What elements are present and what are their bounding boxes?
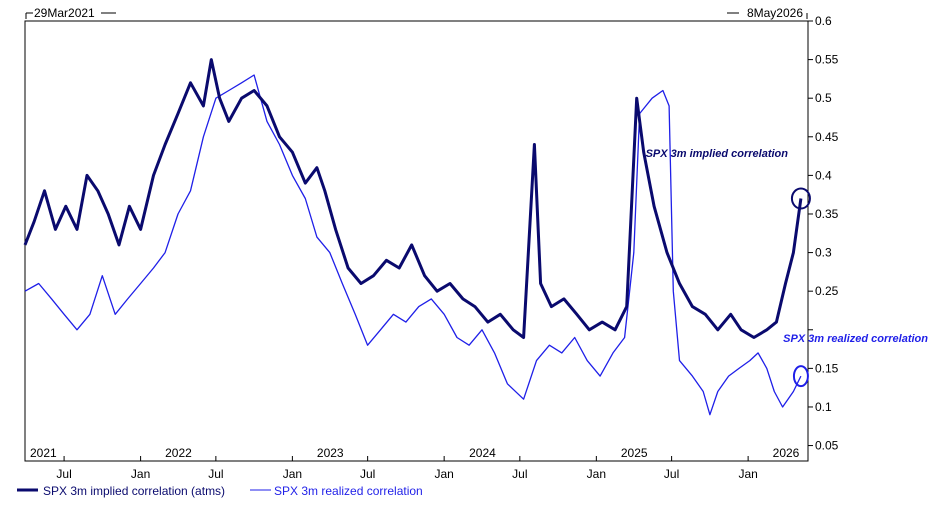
y-tick-label: 0.45 — [815, 130, 839, 144]
y-tick-label: 0.55 — [815, 53, 839, 67]
x-year-label: 2021 — [30, 446, 57, 460]
implied-annotation: SPX 3m implied correlation — [646, 148, 811, 210]
x-year-label: 2026 — [773, 446, 800, 460]
implied-latest-marker — [790, 187, 811, 210]
x-axis: 2021 Jul Jan 2022 Jul Jan 2023 Jul Jan 2024 Jul Jan… — [30, 446, 800, 481]
y-tick-label: 0.4 — [815, 168, 832, 182]
x-month-label: Jan — [587, 467, 606, 481]
y-tick-label: 0.05 — [815, 439, 839, 453]
y-tick-label: 0.1 — [815, 400, 832, 414]
realized-latest-marker — [792, 365, 809, 388]
implied-correlation-line — [23, 58, 803, 339]
x-year-label: 2022 — [165, 446, 192, 460]
y-tick-label: 0.15 — [815, 361, 839, 375]
x-month-label: Jul — [664, 467, 679, 481]
x-month-label: Jan — [434, 467, 453, 481]
realized-annotation: SPX 3m realized correlation — [783, 333, 928, 388]
x-year-label: 2024 — [469, 446, 496, 460]
x-month-label: Jul — [208, 467, 223, 481]
legend: SPX 3m implied correlation (atms) SPX 3m… — [17, 484, 423, 498]
x-month-label: Jul — [56, 467, 71, 481]
y-tick-label: 0.25 — [815, 284, 839, 298]
implied-annotation-label: SPX 3m implied correlation — [646, 148, 789, 160]
x-year-label: 2023 — [317, 446, 344, 460]
realized-annotation-label: SPX 3m realized correlation — [783, 333, 928, 345]
y-tick-label: 0.35 — [815, 207, 839, 221]
y-tick-label: 0.3 — [815, 246, 832, 260]
realized-correlation-line — [24, 74, 802, 416]
series-group — [23, 58, 803, 416]
y-tick-label: 0.5 — [815, 91, 832, 105]
x-month-label: Jan — [738, 467, 757, 481]
legend-label-realized: SPX 3m realized correlation — [274, 484, 423, 498]
x-month-label: Jan — [131, 467, 150, 481]
start-date-label: 29Mar2021 — [34, 6, 95, 20]
y-axis: 0.05 0.1 0.15 0.25 0.3 0.35 0.4 0.45 0.5 0.55 0.6 — [808, 14, 839, 453]
plot-frame — [24, 20, 809, 462]
x-month-label: Jul — [360, 467, 375, 481]
date-range-bar: 29Mar2021 8May2026 — [25, 6, 808, 20]
legend-label-implied: SPX 3m implied correlation (atms) — [43, 484, 225, 498]
end-date-label: 8May2026 — [747, 6, 803, 20]
x-month-label: Jan — [283, 467, 302, 481]
x-month-label: Jul — [512, 467, 527, 481]
x-year-label: 2025 — [621, 446, 648, 460]
y-tick-label: 0.6 — [815, 14, 832, 28]
